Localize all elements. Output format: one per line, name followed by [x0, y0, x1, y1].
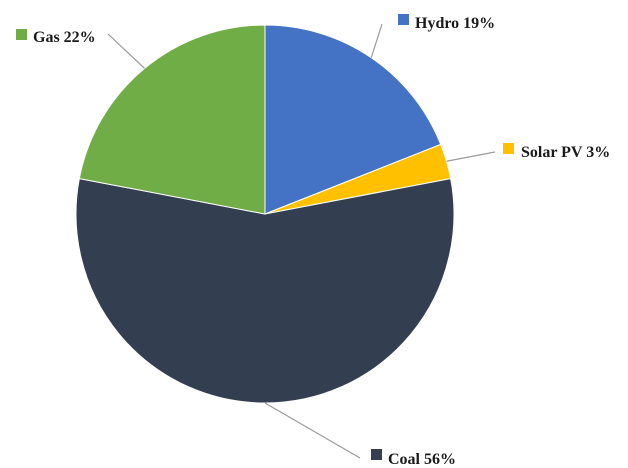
data-label-gas: Gas 22%	[33, 29, 96, 46]
leader-line-coal	[264, 402, 361, 459]
legend-marker-solar-pv	[503, 143, 514, 154]
leader-lines	[107, 23, 496, 459]
legend-marker-hydro	[398, 14, 409, 25]
leader-line-gas	[107, 33, 145, 69]
data-label-hydro: Hydro 19%	[415, 15, 495, 32]
legend-marker-coal	[371, 449, 382, 460]
pie-slices	[75, 24, 455, 404]
data-label-coal: Coal 56%	[388, 451, 456, 468]
slice-labels: Hydro 19% Solar PV 3% Coal 56% Gas 22%	[16, 14, 610, 468]
data-label-solar-pv: Solar PV 3%	[521, 144, 610, 161]
leader-line-solar-pv	[446, 151, 496, 162]
pie-slice-gas	[78, 24, 266, 215]
legend-marker-gas	[16, 29, 27, 40]
leader-line-hydro	[370, 23, 383, 58]
pie-slice-coal	[75, 178, 455, 404]
